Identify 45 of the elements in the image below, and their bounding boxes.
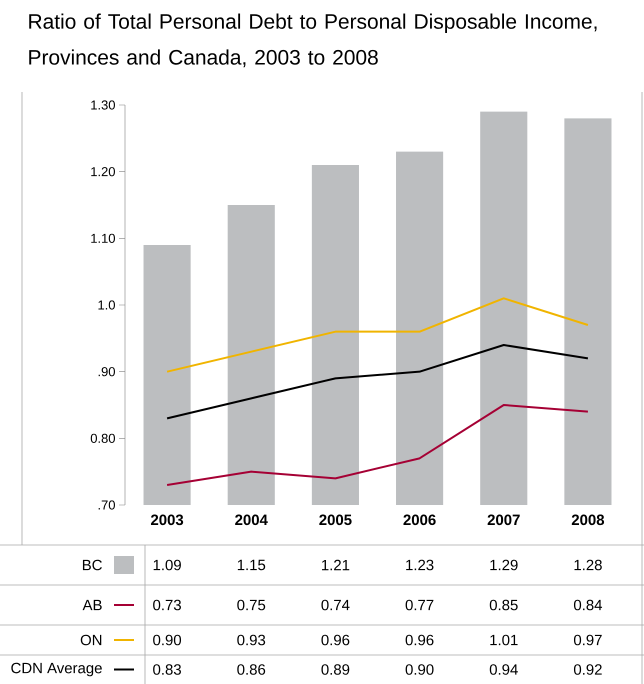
data-label: 1.29 [490,560,518,570]
legend-label: ON [80,634,102,646]
legend-label: CDN Average [11,662,102,676]
legend-label: BC [82,560,102,570]
data-label: 0.83 [153,664,181,675]
data-label: 0.73 [153,600,181,610]
data-label: 0.74 [321,600,350,610]
y-tick-label: 0.80 [90,434,115,443]
data-label: 1.15 [238,560,266,570]
data-label: 0.96 [406,634,434,646]
y-tick-label: .90 [98,367,115,376]
y-tick-label: 1.10 [91,234,115,243]
data-label: 0.89 [321,664,350,675]
data-label: 1.01 [490,634,518,646]
x-tick-label: 2004 [235,514,268,526]
y-tick-label: 1.30 [91,100,115,110]
data-label: 1.09 [154,560,181,570]
data-label: 0.93 [237,634,266,646]
data-label: 0.86 [237,664,266,675]
y-tick-label: .70 [98,500,115,510]
data-label: 1.28 [574,560,602,570]
line-series [166,344,589,420]
data-label: 1.23 [406,560,434,570]
y-tick-label: 1.0 [98,300,115,310]
data-label: 0.84 [574,600,602,610]
data-label: 0.96 [321,634,350,646]
x-tick-label: 2008 [572,514,604,526]
x-tick-label: 2005 [319,514,352,526]
data-label: 0.75 [237,600,266,610]
data-label: 0.94 [490,664,518,675]
chart-title: Ratio of Total Personal Debt to Personal Disposable Income, Provinces and Canada, 2003 to 2008 [29,14,597,68]
data-label: 0.97 [574,634,602,646]
legend-label: AB [82,600,102,610]
line-series [166,404,589,486]
line-series [166,297,589,373]
x-tick-label: 2003 [150,514,184,526]
x-tick-label: 2007 [488,514,520,526]
data-label: 0.77 [406,600,434,610]
data-label: 1.21 [322,560,350,570]
data-label: 0.85 [490,600,518,610]
x-tick-label: 2006 [403,514,436,526]
y-tick-label: 1.20 [91,167,115,176]
data-label: 0.90 [153,634,182,646]
data-label: 0.90 [406,664,434,675]
data-label: 0.92 [574,664,602,675]
